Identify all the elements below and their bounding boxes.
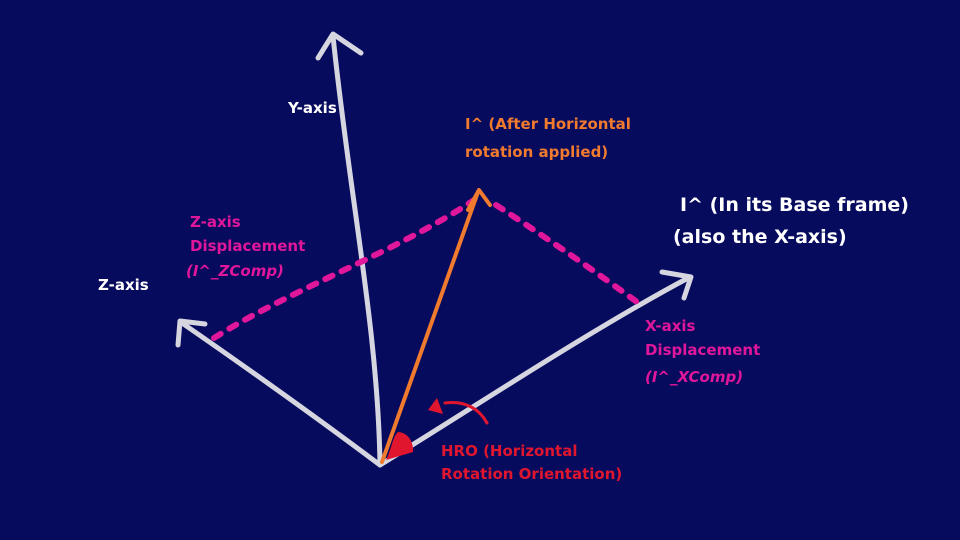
x-axis-arrowhead [659,269,694,301]
y-axis-line [330,33,383,468]
x-displacement-label: X-axis Displacement [645,317,761,359]
y-axis-label: Y-axis [288,99,337,117]
rotated-vector [380,188,492,464]
y-axis-arrowhead [315,31,364,61]
rotated-vector-arrowhead [466,188,492,212]
base-frame-label: I^ (In its Base frame) [680,194,909,216]
hro-angle-marker [386,432,414,460]
z-axis-label: Z-axis [98,276,149,294]
z-axis-line [179,320,383,468]
z-axis-arrowhead [175,318,208,348]
x-comp-label: (I^_XComp) [645,368,744,386]
base-frame-sublabel: (also the X-axis) [673,226,847,248]
z-displacement-label: Z-axis Displacement [190,213,306,255]
hro-curved-arrow [443,400,489,425]
hro-arrowhead [428,398,443,414]
rotation-indicator [386,398,489,460]
displacement-lines [211,197,640,341]
x-displacement-line [493,202,640,305]
x-axis-line [377,274,693,468]
rotated-vector-line [380,190,480,464]
z-displacement-line [211,197,477,341]
rotated-vector-label: I^ (After Horizontal rotation applied) [465,115,631,161]
hro-label: HRO (Horizontal Rotation Orientation) [441,442,623,483]
z-comp-label: (I^_ZComp) [186,262,284,280]
